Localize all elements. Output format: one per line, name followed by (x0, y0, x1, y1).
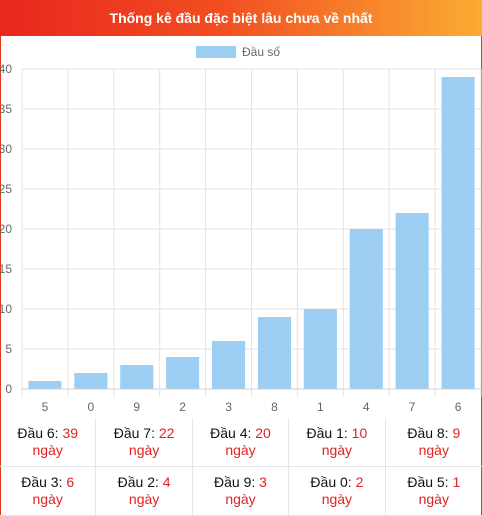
bar-0 (74, 373, 108, 389)
stat-line: Đầu 8: 9 (407, 425, 460, 442)
x-tick-label: 5 (42, 400, 49, 414)
bar-chart-svg: Đầu số 0 5 10 15 20 25 30 35 40 5 0 9 2 3 8 1 4 7 6 (0, 45, 482, 414)
stat-unit: ngày (128, 491, 160, 507)
y-tick-label: 0 (5, 382, 12, 396)
stat-label: Đầu 9: (214, 474, 260, 490)
stat-value: 3 (259, 474, 267, 490)
stat-value: 6 (66, 474, 75, 490)
widget-title: Thống kê đầu đặc biệt lâu chưa về nhất (109, 10, 373, 26)
stat-unit: ngày (418, 491, 449, 507)
stat-label: Đầu 7: (113, 425, 159, 441)
stat-unit: ngày (321, 491, 353, 507)
stat-cell: Đầu 9: 3 ngày (192, 467, 290, 516)
stat-unit: ngày (32, 491, 63, 507)
stat-value: 39 (62, 425, 79, 441)
stat-line: Đầu 7: 22 (114, 425, 175, 442)
y-tick-label: 25 (0, 182, 12, 196)
y-tick-label: 5 (5, 342, 12, 356)
bar-2 (166, 357, 200, 389)
stat-unit: ngày (128, 442, 160, 458)
y-tick-label: 40 (0, 62, 12, 76)
stat-line: Đầu 1: 10 (307, 425, 368, 442)
bar-9 (120, 365, 154, 389)
stat-cell: Đầu 6: 39 ngày (0, 418, 97, 467)
stat-value: 22 (158, 425, 175, 441)
bar-1 (303, 309, 337, 389)
stat-value: 1 (452, 474, 461, 490)
x-tick-label: 3 (225, 400, 232, 414)
stat-label: Đầu 0: (310, 474, 356, 490)
widget-header: Thống kê đầu đặc biệt lâu chưa về nhất (0, 0, 482, 36)
stat-value: 10 (351, 425, 368, 441)
stat-line: Đầu 5: 1 (407, 474, 460, 491)
stat-cell: Đầu 1: 10 ngày (289, 418, 386, 467)
stat-cell: Đầu 7: 22 ngày (96, 418, 193, 467)
stat-line: Đầu 4: 20 (210, 425, 271, 442)
stat-cell: Đầu 3: 6 ngày (0, 467, 97, 516)
x-tick-label: 1 (317, 400, 324, 414)
stat-line: Đầu 0: 2 (310, 474, 363, 491)
y-tick-label: 10 (0, 302, 12, 316)
bar-3 (212, 341, 246, 389)
stat-unit: ngày (321, 442, 353, 458)
bar-7 (395, 213, 429, 389)
stat-unit: ngày (418, 442, 449, 458)
x-tick-label: 7 (409, 400, 416, 414)
stat-line: Đầu 6: 39 (17, 425, 78, 442)
bar-8 (257, 317, 291, 389)
y-tick-label: 15 (0, 262, 12, 276)
stat-unit: ngày (32, 442, 63, 458)
stat-value: 2 (355, 474, 364, 490)
y-tick-label: 20 (0, 222, 12, 236)
x-tick-label: 9 (133, 400, 140, 414)
stat-cell: Đầu 5: 1 ngày (385, 467, 482, 516)
stat-line: Đầu 3: 6 (21, 474, 74, 491)
x-tick-label: 2 (179, 400, 186, 414)
stat-label: Đầu 8: (407, 425, 453, 441)
bar-4 (349, 229, 383, 389)
y-tick-label: 35 (0, 102, 12, 116)
stat-label: Đầu 4: (210, 425, 256, 441)
y-tick-label: 30 (0, 142, 12, 156)
stat-value: 4 (162, 474, 171, 490)
stat-line: Đầu 9: 3 (214, 474, 267, 491)
stat-label: Đầu 6: (17, 425, 63, 441)
stat-cell: Đầu 0: 2 ngày (289, 467, 386, 516)
stat-label: Đầu 1: (306, 425, 352, 441)
stat-cell: Đầu 2: 4 ngày (96, 467, 193, 516)
stat-value: 9 (452, 425, 461, 441)
stat-line: Đầu 2: 4 (118, 474, 171, 491)
x-tick-label: 0 (88, 400, 95, 414)
stat-label: Đầu 5: (407, 474, 453, 490)
stat-label: Đầu 3: (21, 474, 67, 490)
stat-cell: Đầu 8: 9 ngày (385, 418, 482, 467)
x-tick-label: 4 (363, 400, 370, 414)
stats-grid: Đầu 6: 39 ngày Đầu 7: 22 ngày Đầu 4: 20 ngày Đ… (0, 418, 482, 516)
stat-cell: Đầu 4: 20 ngày (192, 418, 290, 467)
legend-label: Đầu số (242, 45, 280, 59)
bar-5 (28, 381, 62, 389)
bar-chart: Đầu số 0 5 10 15 20 25 30 35 40 5 0 9 2 3 8 1 4 7 6 (0, 36, 482, 418)
stat-unit: ngày (225, 442, 256, 458)
stat-unit: ngày (225, 491, 256, 507)
x-tick-label: 6 (455, 400, 462, 414)
bar-6 (441, 77, 475, 389)
x-tick-label: 8 (271, 400, 278, 414)
legend-swatch (196, 46, 236, 58)
stat-label: Đầu 2: (117, 474, 163, 490)
stat-value: 20 (255, 425, 271, 441)
